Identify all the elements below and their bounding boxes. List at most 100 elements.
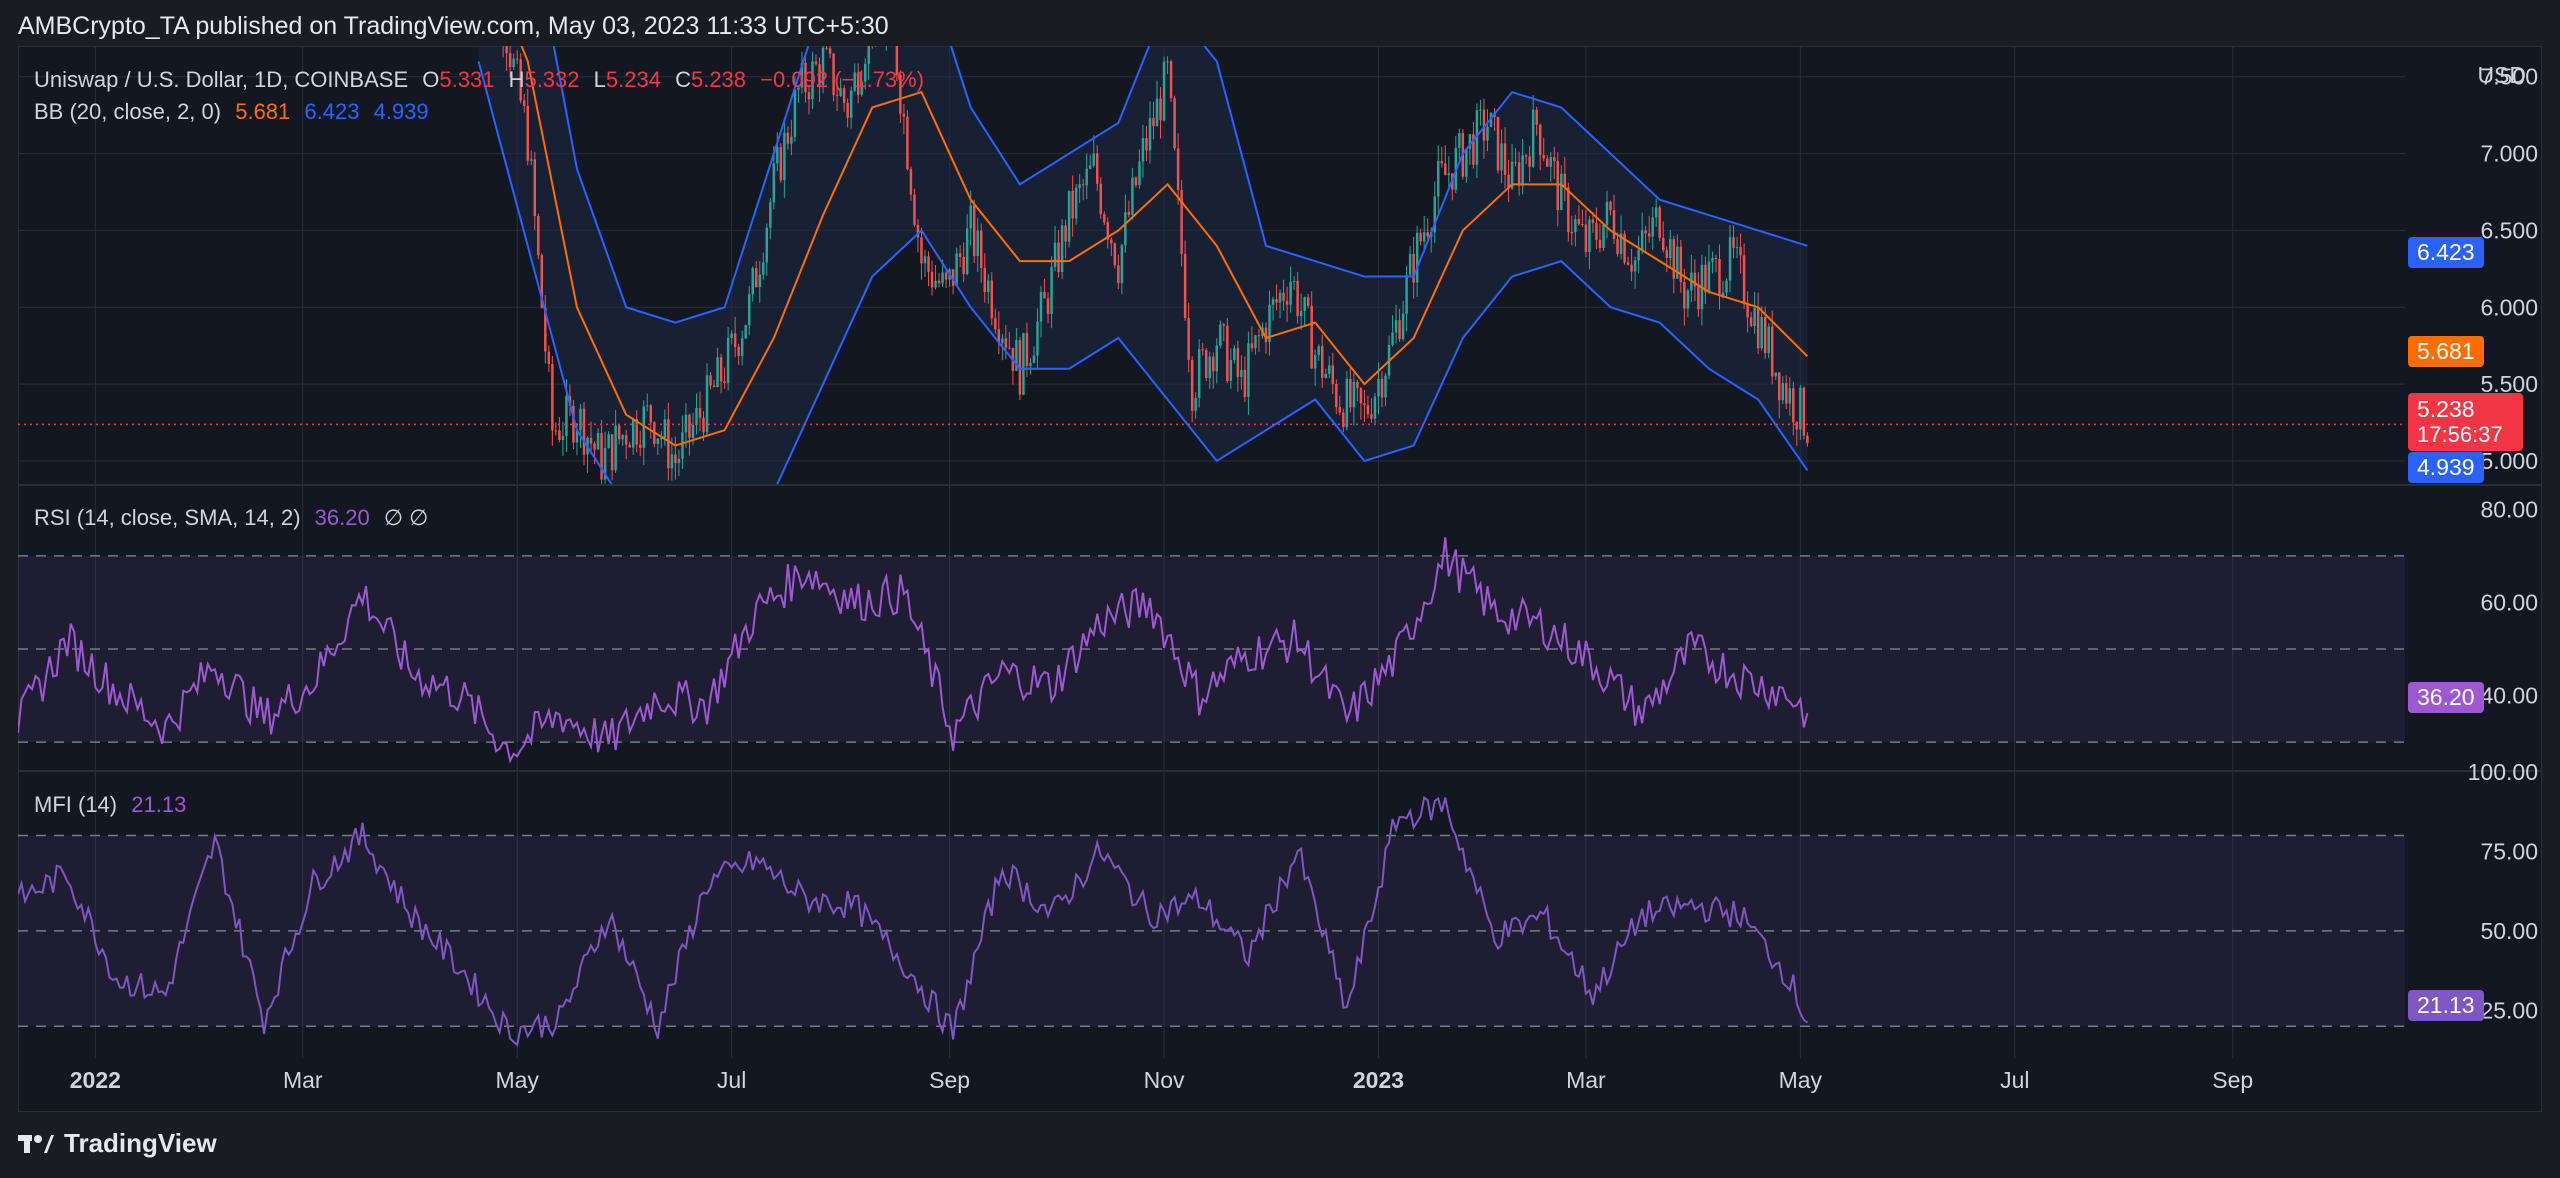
candle-body xyxy=(1110,239,1113,244)
bb-basis-line xyxy=(520,46,1809,447)
candle-body xyxy=(1363,403,1366,406)
candle-body xyxy=(1553,157,1556,162)
candle-body xyxy=(688,414,691,438)
candle-body xyxy=(649,405,653,423)
candle-body xyxy=(1229,360,1233,381)
candle-body xyxy=(1166,61,1169,63)
mfi-y-tick-label: 100.00 xyxy=(2468,759,2538,785)
candle-body xyxy=(1096,153,1099,184)
candle-body xyxy=(1651,217,1654,237)
rsi-y-tick-label: 40.00 xyxy=(2480,683,2538,709)
candle-body xyxy=(495,0,497,12)
mfi-label[interactable]: MFI (14) xyxy=(34,792,118,817)
candle-body xyxy=(565,396,568,436)
candle-body xyxy=(663,419,667,438)
footer-brand[interactable]: TradingView xyxy=(18,1128,217,1159)
candle-body xyxy=(1654,207,1658,218)
candle-body xyxy=(1662,237,1665,251)
candle-body xyxy=(1022,333,1025,395)
candle-body xyxy=(772,163,776,203)
candle-body xyxy=(889,24,891,35)
candle-body xyxy=(1289,281,1292,305)
candle-body xyxy=(1718,258,1721,296)
candle-body xyxy=(951,269,955,286)
mfi-pane-group xyxy=(18,795,2405,1047)
candle-body xyxy=(849,90,853,118)
candle-body xyxy=(1127,212,1131,215)
candle-body xyxy=(1310,305,1313,369)
candle-body xyxy=(1753,307,1756,326)
candle-body xyxy=(1781,383,1784,401)
candle-body xyxy=(1426,232,1429,237)
candle-body xyxy=(1802,387,1806,436)
candle-body xyxy=(1574,219,1577,233)
candle-body xyxy=(547,351,551,365)
candle-body xyxy=(1226,325,1229,381)
candle-body xyxy=(821,47,825,86)
high-value: 5.332 xyxy=(524,67,580,92)
candle-body xyxy=(1581,223,1584,225)
candle-body xyxy=(1623,233,1626,263)
candle-body xyxy=(1676,246,1679,279)
candle-body xyxy=(1331,365,1335,384)
candle-body xyxy=(885,35,887,46)
candle-body xyxy=(1282,292,1285,301)
candle-body xyxy=(540,255,544,308)
candle-body xyxy=(1630,264,1633,272)
rsi-value: 36.20 xyxy=(314,505,370,530)
candle-body xyxy=(709,375,712,386)
candle-body xyxy=(853,72,856,91)
candle-body xyxy=(856,72,860,95)
last-price-badge: 5.238 17:56:37 xyxy=(2408,393,2523,451)
candle-body xyxy=(1486,126,1489,141)
candle-body xyxy=(832,53,835,95)
candle-body xyxy=(1693,272,1697,287)
candle-body xyxy=(783,132,786,181)
symbol-title[interactable]: Uniswap / U.S. Dollar, 1D, COINBASE xyxy=(34,67,409,92)
candle-body xyxy=(1672,239,1676,279)
candle-body xyxy=(1510,161,1514,189)
candle-body xyxy=(1602,224,1605,248)
chart-canvas[interactable]: 2022 Mar May Jul Sep Nov 2023 Mar May Jul Sep 7.500… xyxy=(0,0,2560,1110)
candle-body xyxy=(1359,388,1363,404)
candle-body xyxy=(976,230,979,256)
candle-body xyxy=(1169,61,1173,99)
candle-body xyxy=(1479,109,1482,111)
candle-body xyxy=(579,408,582,431)
candle-body xyxy=(1001,338,1004,343)
y-tick-label: 5.000 xyxy=(2480,448,2538,474)
candle-body xyxy=(934,280,937,288)
candle-body xyxy=(1299,311,1303,317)
candle-body xyxy=(811,61,814,100)
candle-body xyxy=(762,262,765,275)
candle-body xyxy=(895,46,899,76)
candle-body xyxy=(719,357,723,382)
candle-body xyxy=(1633,260,1637,272)
mfi-legend: MFI (14) 21.13 xyxy=(34,792,194,818)
candle-body xyxy=(515,58,519,60)
candle-body xyxy=(656,438,660,444)
candle-body xyxy=(1187,318,1190,360)
rsi-label[interactable]: RSI (14, close, SMA, 14, 2) xyxy=(34,505,301,530)
candle-body xyxy=(1739,247,1742,256)
candle-body xyxy=(1233,348,1236,361)
change-value: −0.092 (−1.73%) xyxy=(760,67,925,92)
candle-body xyxy=(695,407,698,426)
candle-body xyxy=(1763,317,1767,354)
candle-body xyxy=(631,419,635,448)
candle-body xyxy=(1609,201,1612,211)
candle-body xyxy=(1278,292,1282,303)
candle-body xyxy=(1591,219,1595,223)
candle-body xyxy=(1036,321,1039,356)
candle-body xyxy=(1605,201,1609,225)
bb-label[interactable]: BB (20, close, 2, 0) xyxy=(34,99,222,124)
candle-body xyxy=(913,194,916,225)
candle-body xyxy=(1556,161,1560,210)
candle-body xyxy=(607,434,610,448)
candle-body xyxy=(624,435,628,445)
candle-body xyxy=(600,433,603,480)
candle-body xyxy=(972,205,976,256)
candle-body xyxy=(1732,237,1735,248)
candle-body xyxy=(1085,168,1088,186)
candle-body xyxy=(1419,232,1422,242)
